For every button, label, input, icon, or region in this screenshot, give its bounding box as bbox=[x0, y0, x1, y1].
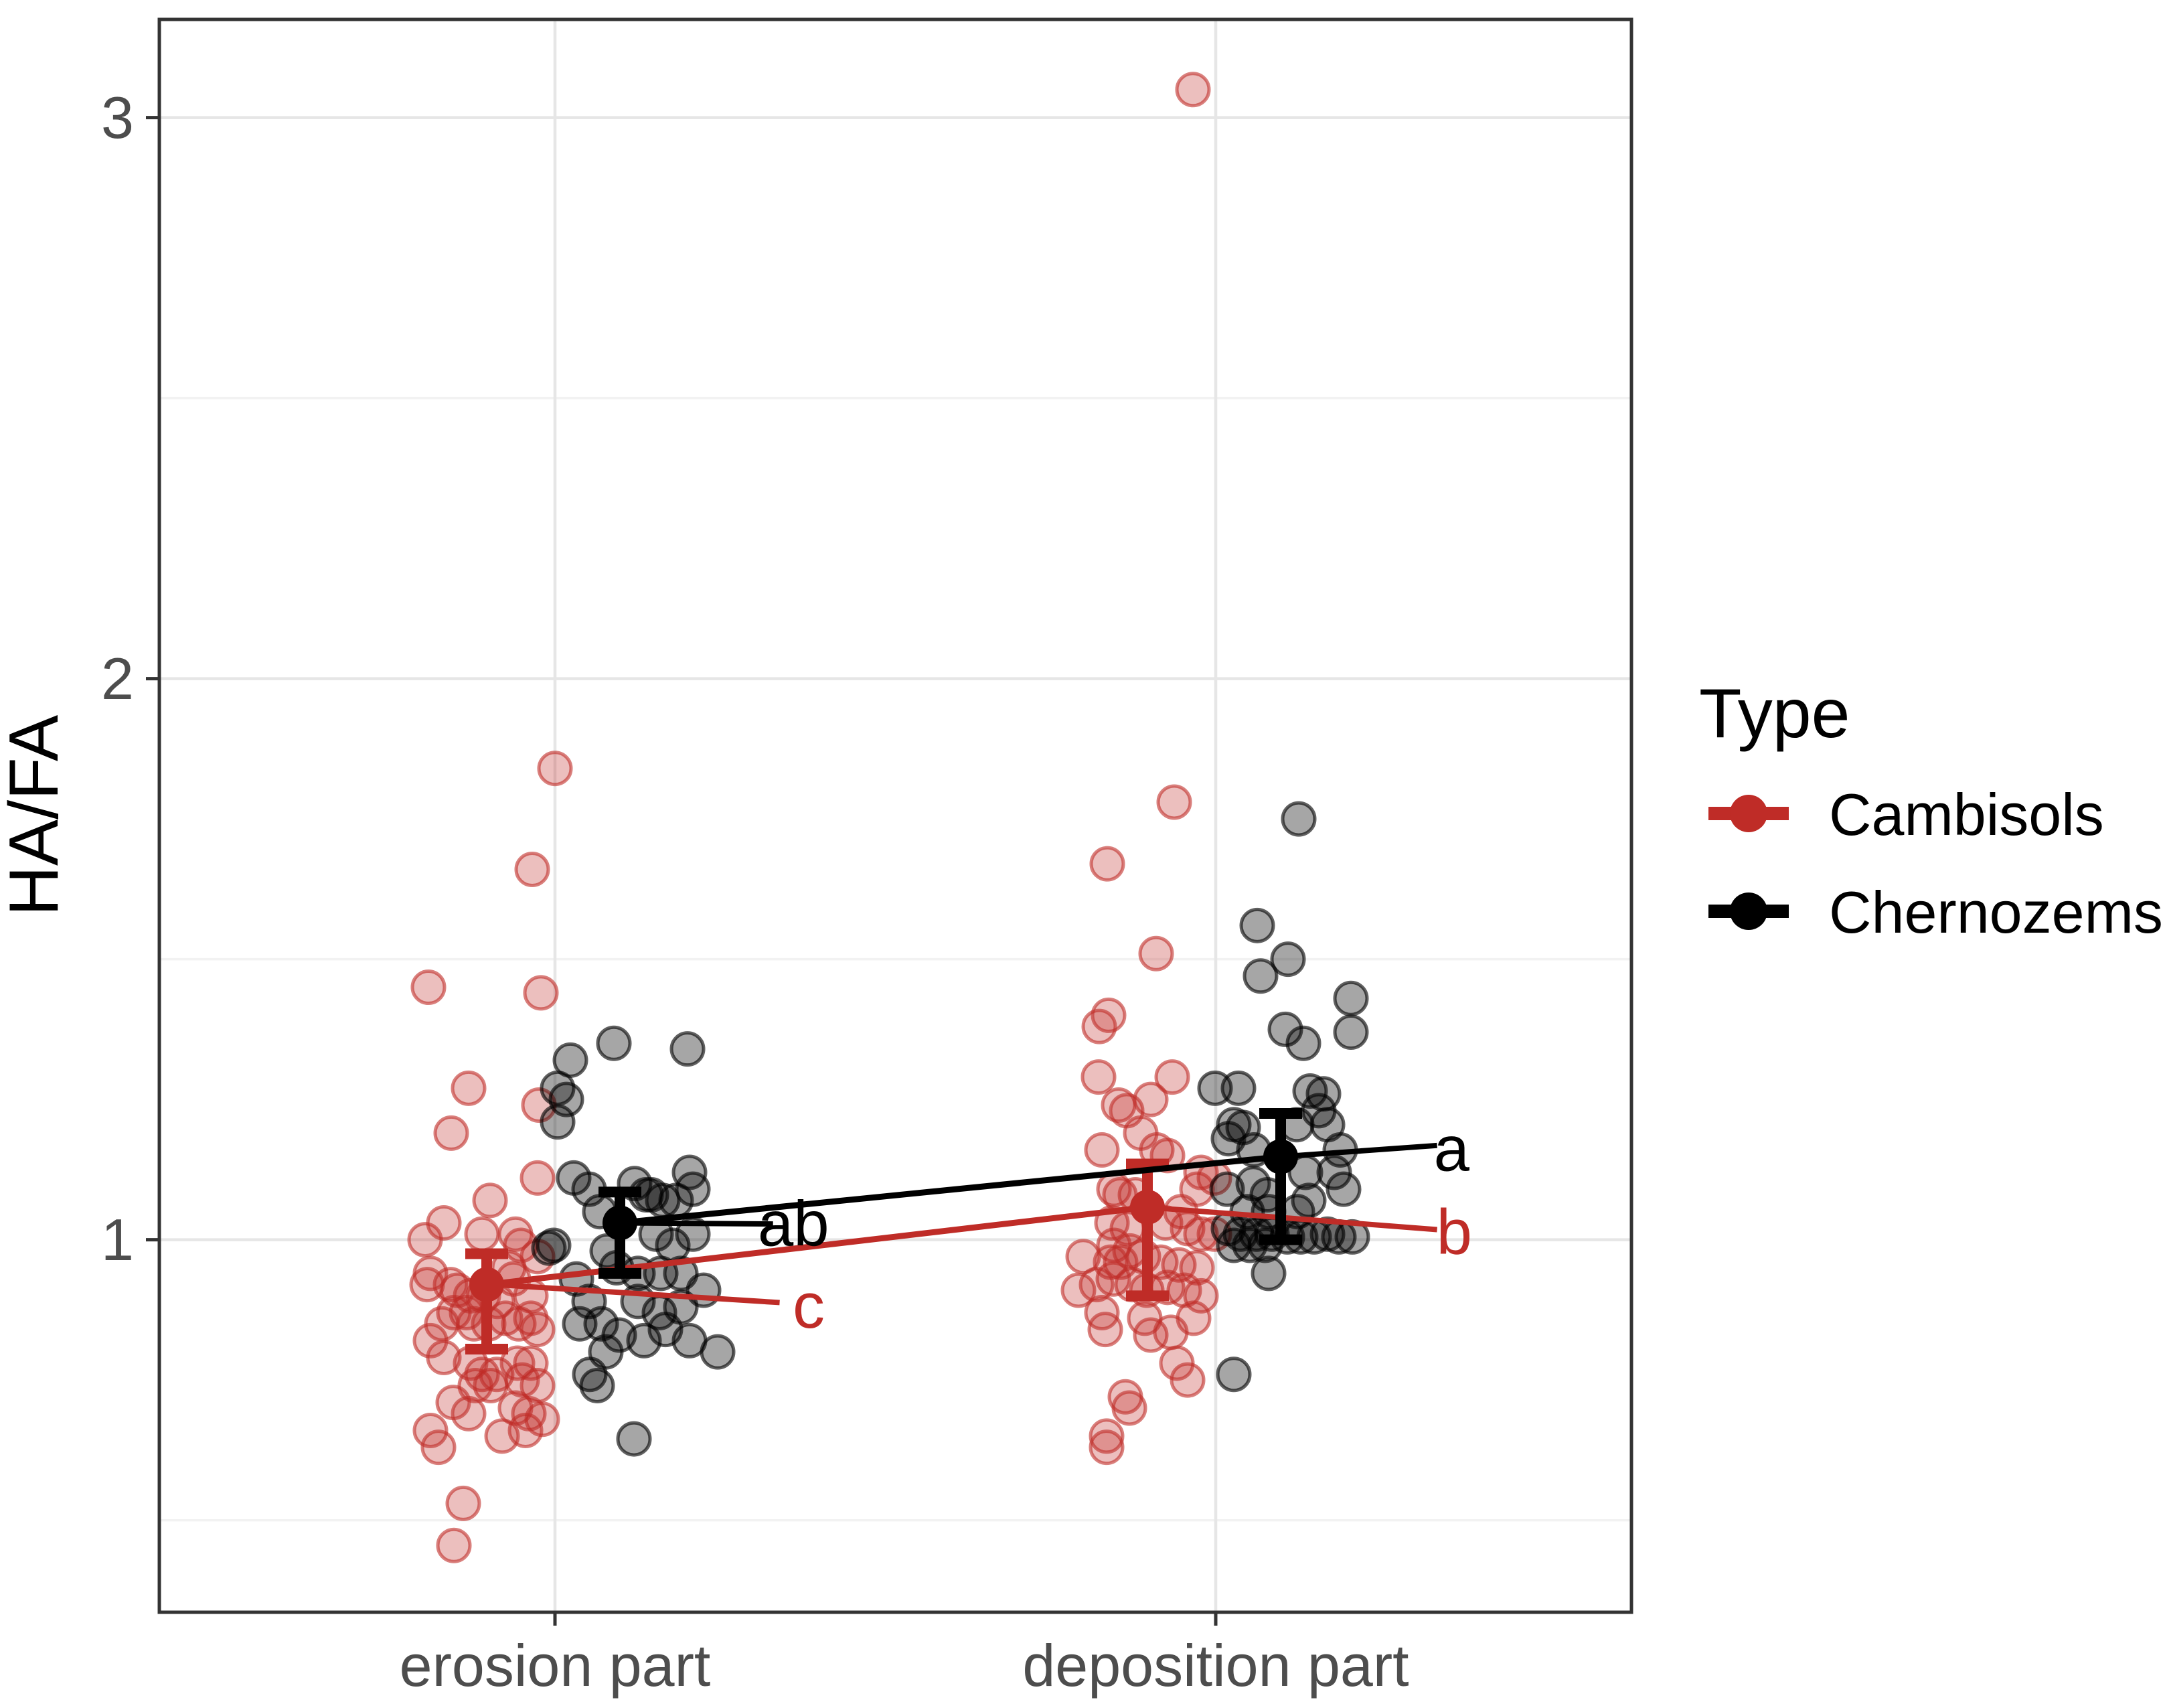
jitter-point-cambisols bbox=[1080, 1059, 1117, 1095]
jitter-point-cambisols bbox=[407, 1222, 443, 1258]
mean-point-chernozems bbox=[1263, 1139, 1298, 1174]
jitter-point-cambisols bbox=[1111, 1390, 1147, 1426]
jitter-point-chernozems bbox=[626, 1322, 662, 1358]
jitter-point-cambisols bbox=[473, 1367, 509, 1403]
jitter-point-cambisols bbox=[1089, 846, 1125, 882]
trend-line-chernozems bbox=[619, 1154, 1281, 1226]
jitter-point-chernozems bbox=[1281, 801, 1317, 837]
jitter-point-cambisols bbox=[451, 1395, 487, 1431]
jitter-point-cambisols bbox=[523, 975, 559, 1011]
jitter-point-chernozems bbox=[579, 1367, 615, 1403]
jitter-point-cambisols bbox=[420, 1429, 457, 1466]
jitter-point-chernozems bbox=[596, 1025, 632, 1061]
jitter-point-chernozems bbox=[1270, 941, 1306, 978]
jitter-point-cambisols bbox=[537, 751, 573, 787]
jitter-point-cambisols bbox=[451, 1070, 487, 1106]
jitter-point-chernozems bbox=[1326, 1171, 1362, 1207]
legend-item-label: Cambisols bbox=[1829, 781, 2104, 848]
cld-leader-line-a bbox=[1280, 1142, 1437, 1160]
jitter-point-chernozems bbox=[700, 1334, 736, 1370]
legend-item-cambisols: Cambisols bbox=[1708, 781, 2104, 848]
jitter-point-chernozems bbox=[1285, 1025, 1321, 1061]
jitter-point-cambisols bbox=[436, 1527, 472, 1563]
cld-label-ab: ab bbox=[758, 1188, 829, 1260]
mean-point-chernozems bbox=[603, 1205, 637, 1241]
jitter-point-cambisols bbox=[1081, 1008, 1117, 1044]
jitter-point-chernozems bbox=[531, 1230, 567, 1266]
jitter-point-cambisols bbox=[514, 852, 550, 888]
jitter-point-chernozems bbox=[1316, 1154, 1352, 1190]
y-tick-label: 3 bbox=[101, 84, 134, 151]
jitter-point-chernozems bbox=[1251, 1255, 1287, 1292]
legend-key-point bbox=[1730, 795, 1767, 832]
trend-line-cambisols bbox=[486, 1204, 1148, 1288]
jitter-point-cambisols bbox=[409, 1267, 445, 1303]
legend-title: Type bbox=[1699, 675, 1850, 753]
y-tick-label: 1 bbox=[101, 1207, 134, 1273]
jitter-point-cambisols bbox=[1170, 1362, 1206, 1398]
panel-border bbox=[157, 17, 1633, 1614]
cld-label-c: c bbox=[793, 1270, 825, 1342]
jitter-point-cambisols bbox=[1183, 1216, 1219, 1252]
jitter-point-chernozems bbox=[686, 1272, 722, 1308]
jitter-point-chernozems bbox=[675, 1171, 711, 1207]
jitter-point-cambisols bbox=[1084, 1132, 1120, 1168]
cld-label-b: b bbox=[1437, 1196, 1472, 1268]
jitter-point-cambisols bbox=[412, 1412, 449, 1448]
jitter-point-cambisols bbox=[1065, 1239, 1101, 1275]
jitter-point-chernozems bbox=[1209, 1171, 1245, 1207]
means-and-errorbars-layer bbox=[465, 1108, 1437, 1354]
legend-item-label: Chernozems bbox=[1829, 879, 2163, 945]
jitter-point-cambisols bbox=[433, 1115, 469, 1151]
mean-point-cambisols bbox=[469, 1267, 504, 1302]
cld-leader-line-b bbox=[1146, 1204, 1437, 1233]
legend-item-chernozems: Chernozems bbox=[1708, 879, 2163, 945]
jitter-point-cambisols bbox=[472, 1182, 508, 1219]
jitter-point-cambisols bbox=[1089, 1418, 1125, 1454]
jitter-point-chernozems bbox=[540, 1104, 576, 1140]
jitter-point-cambisols bbox=[410, 969, 447, 1006]
cld-label-a: a bbox=[1434, 1113, 1470, 1184]
x-category-label: erosion part bbox=[400, 1632, 711, 1699]
jitter-point-cambisols bbox=[1154, 1059, 1190, 1095]
cld-leader-line-c bbox=[486, 1281, 780, 1306]
jitter-point-chernozems bbox=[669, 1031, 706, 1067]
jitter-point-cambisols bbox=[445, 1485, 481, 1521]
mean-point-cambisols bbox=[1130, 1189, 1165, 1225]
jitter-point-cambisols bbox=[1176, 1300, 1212, 1336]
jitter-point-cambisols bbox=[1175, 72, 1211, 108]
jitter-point-chernozems bbox=[1220, 1070, 1257, 1106]
jitter-point-cambisols bbox=[464, 1216, 500, 1252]
legend-key-point bbox=[1730, 892, 1767, 930]
jitter-point-chernozems bbox=[616, 1421, 652, 1457]
axes-layer: 1 2 3 erosion part deposition part bbox=[101, 84, 1409, 1699]
y-tick-label: 2 bbox=[101, 645, 134, 712]
jitter-point-chernozems bbox=[562, 1306, 598, 1342]
jitter-point-chernozems bbox=[1267, 1011, 1303, 1047]
jitter-point-cambisols bbox=[1084, 1295, 1120, 1331]
jitter-point-cambisols bbox=[484, 1418, 520, 1454]
gridlines bbox=[159, 19, 1631, 1612]
jitter-point-chernozems bbox=[1333, 980, 1369, 1016]
jitter-point-chernozems bbox=[1216, 1356, 1252, 1393]
jitter-point-chernozems bbox=[1292, 1073, 1328, 1109]
jitter-point-chernozems bbox=[1243, 958, 1279, 994]
jitter-point-cambisols bbox=[1156, 784, 1192, 820]
jitter-point-chernozems bbox=[1333, 1014, 1369, 1051]
legend: Type Cambisols Chernozems bbox=[1699, 675, 2163, 945]
jitter-point-chernozems bbox=[1239, 907, 1275, 943]
jitter-point-cambisols bbox=[1089, 1429, 1125, 1466]
x-category-label: deposition part bbox=[1022, 1632, 1409, 1699]
jitter-point-cambisols bbox=[519, 1312, 556, 1348]
legend-items: Cambisols Chernozems bbox=[1708, 781, 2163, 945]
y-axis-title: HA/FA bbox=[0, 714, 73, 916]
jitter-point-cambisols bbox=[519, 1160, 556, 1196]
cld-letters-layer: ab c ab bbox=[758, 1113, 1472, 1342]
jitter-point-cambisols bbox=[426, 1340, 462, 1376]
jitter-point-cambisols bbox=[1138, 935, 1174, 972]
